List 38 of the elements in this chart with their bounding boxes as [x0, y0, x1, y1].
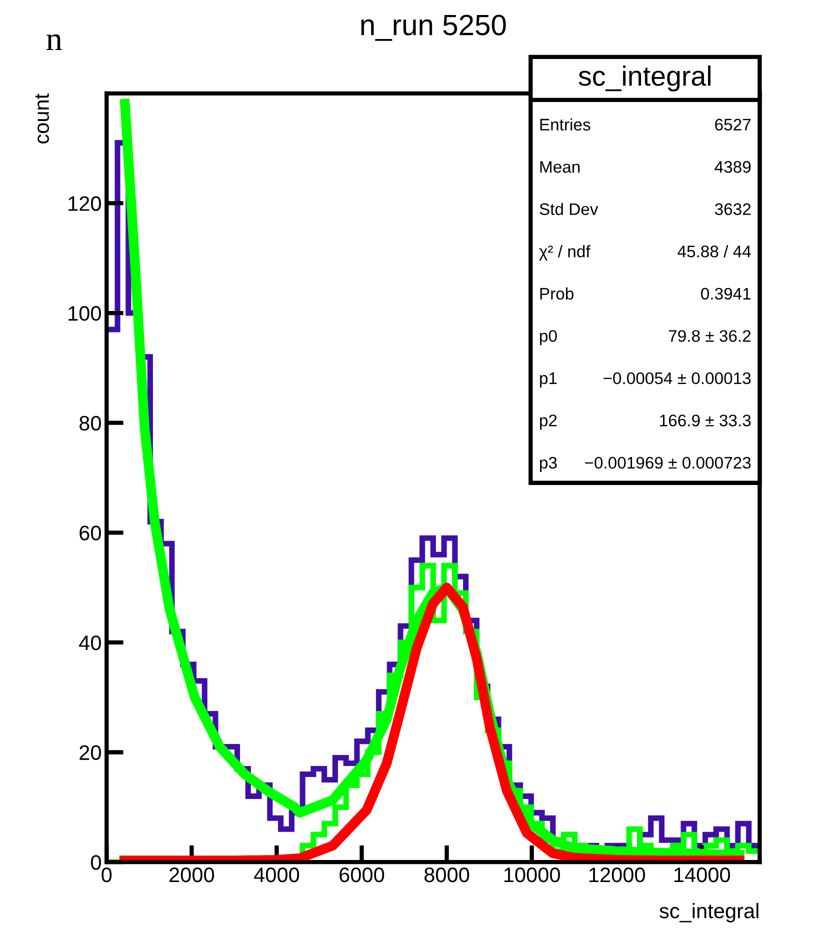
annotation: Mean	[540, 161, 580, 173]
y-tick-label: 20	[80, 745, 101, 760]
annotation: 166.9 ± 33.3	[660, 414, 751, 426]
annotation: Prob	[540, 287, 574, 300]
x-tick-label: 2000	[170, 867, 214, 882]
annotation: χ² / ndf	[539, 245, 590, 261]
annotation: p1	[540, 372, 557, 388]
annotation: 4389	[714, 161, 751, 173]
annotation: 0.3941	[701, 288, 751, 300]
annotation: p3	[540, 456, 557, 472]
annotation: 6527	[715, 118, 751, 131]
x-tick-label: 6000	[340, 867, 384, 882]
text: n	[46, 34, 62, 50]
x-axis-title: sc_integral	[660, 903, 758, 922]
annotation: p2	[540, 414, 557, 430]
y-tick-label: 0	[90, 855, 101, 870]
x-tick-label: 12000	[589, 867, 645, 882]
y-tick-label: 60	[80, 526, 101, 540]
chart-title: n_run 5250	[361, 14, 506, 41]
annotation: −0.00054 ± 0.00013	[604, 372, 751, 384]
annotation: −0.001969 ± 0.000723	[585, 456, 751, 469]
annotation: 3632	[714, 203, 751, 216]
y-axis-title: count	[35, 94, 49, 144]
x-tick-label: 0	[102, 867, 112, 882]
annotation: 45.88 / 44	[678, 245, 751, 258]
annotation: 79.8 ± 36.2	[668, 330, 751, 342]
annotation: p0	[540, 330, 557, 346]
annotation: Std Dev	[540, 202, 598, 216]
y-tick-label: 80	[79, 416, 101, 431]
text: sc_integral	[578, 66, 710, 92]
x-tick-label: 4000	[254, 867, 300, 882]
y-tick-label: 120	[68, 196, 101, 211]
x-tick-label: 14000	[674, 867, 730, 882]
y-tick-label: 100	[68, 306, 101, 321]
x-tick-label: 8000	[424, 867, 470, 882]
y-tick-label: 40	[79, 635, 101, 650]
annotation: Entries	[540, 118, 590, 131]
x-tick-label: 10000	[504, 867, 560, 882]
